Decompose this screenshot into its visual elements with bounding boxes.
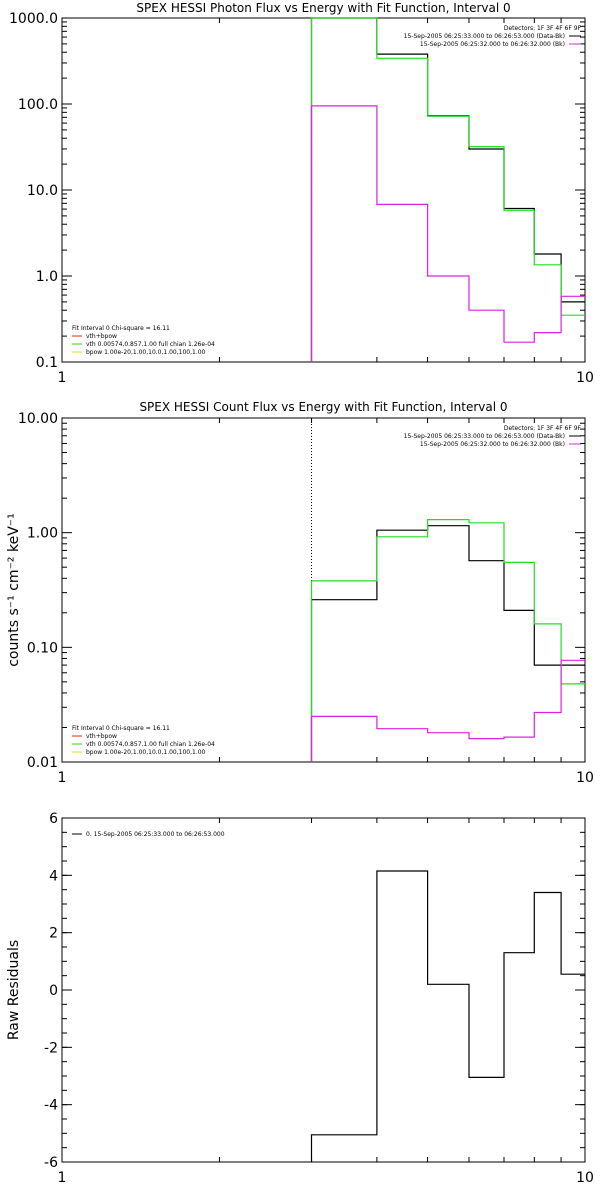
photon-legend-entry: bpow 1.00e-20,1.00,10.0,1.00,100,1.00 <box>86 349 206 356</box>
photon-y-tick-label: 1.0 <box>36 269 58 285</box>
count-x-tick-label: 10 <box>576 770 594 786</box>
resid-y-axis-label: Raw Residuals <box>6 940 22 1040</box>
count-legend-entry: 15-Sep-2005 06:25:33.000 to 06:26:53.000… <box>404 433 565 440</box>
resid-x-tick-label: 10 <box>576 1170 594 1186</box>
count-series-data <box>310 525 585 762</box>
resid-x-tick-label: 1 <box>58 1170 67 1186</box>
count-legend-entry: 15-Sep-2005 06:25:32.000 to 06:26:32.000… <box>420 441 565 448</box>
count-legend-entry: vth 0.00574,0.857,1.00 full chian 1.26e-… <box>86 741 215 748</box>
count-x-tick-label: 1 <box>58 770 67 786</box>
photon-y-tick-label: 10.0 <box>27 183 58 199</box>
count-series-background <box>310 659 585 762</box>
count-y-axis-label: counts s⁻¹ cm⁻² keV⁻¹ <box>6 513 22 667</box>
count-fit-header: Fit Interval 0 Chi-square = 16.11 <box>72 725 170 732</box>
count-y-tick-label: 0.01 <box>27 755 58 771</box>
photon-y-tick-label: 1000.0 <box>9 11 58 27</box>
resid-panel: 1 10 -6 -4 -2 0 2 4 6 Raw Residuals 0. 15-Sep-2005… <box>6 811 594 1186</box>
photon-legend-entry: vth+bpow <box>86 333 117 340</box>
photon-series-data <box>310 17 585 362</box>
photon-series-background <box>310 105 585 362</box>
photon-x-tick-label: 10 <box>576 370 594 386</box>
resid-legend-entry: 0. 15-Sep-2005 06:25:33.000 to 06:26:53.… <box>86 831 225 838</box>
photon-fit-header: Fit Interval 0 Chi-square = 16.11 <box>72 325 170 332</box>
count-y-tick-label: 10.00 <box>18 411 58 427</box>
resid-y-tick-label: 4 <box>49 868 58 884</box>
resid-y-tick-label: -2 <box>44 1040 58 1056</box>
count-y-tick-label: 0.10 <box>27 640 58 656</box>
resid-y-tick-label: 6 <box>49 811 58 827</box>
count-panel: SPEX HESSI Count Flux vs Energy with Fit… <box>6 400 594 786</box>
photon-legend-entry: vth 0.00574,0.857,1.00 full chian 1.26e-… <box>86 341 215 348</box>
resid-series-data <box>310 870 585 1162</box>
count-legend-entry: bpow 1.00e-20,1.00,10.0,1.00,100,1.00 <box>86 749 206 756</box>
photon-y-tick-label: 0.1 <box>36 355 58 371</box>
resid-plot-frame <box>61 817 586 1163</box>
photon-legend-entry: 15-Sep-2005 06:25:33.000 to 06:26:53.000… <box>404 33 565 40</box>
count-y-tick-label: 1.00 <box>27 526 58 542</box>
count-title: SPEX HESSI Count Flux vs Energy with Fit… <box>139 400 507 414</box>
photon-series-model <box>310 17 585 362</box>
photon-detectors-label: Detectors: 1F 3F 4F 6F 9F <box>504 25 582 32</box>
photon-legend-entry: 15-Sep-2005 06:25:32.000 to 06:26:32.000… <box>420 41 565 48</box>
count-series-model <box>310 519 585 762</box>
photon-plot-frame <box>61 17 586 363</box>
count-plot-frame <box>61 417 586 763</box>
photon-title: SPEX HESSI Photon Flux vs Energy with Fi… <box>136 1 510 15</box>
resid-y-tick-label: 2 <box>49 926 58 942</box>
resid-y-tick-label: -4 <box>44 1098 58 1114</box>
resid-y-tick-label: 0 <box>49 983 58 999</box>
photon-x-tick-label: 1 <box>58 370 67 386</box>
count-legend-entry: vth+bpow <box>86 733 117 740</box>
count-detectors-label: Detectors: 1F 3F 4F 6F 9F <box>504 425 582 432</box>
photon-panel: SPEX HESSI Photon Flux vs Energy with Fi… <box>9 1 594 386</box>
resid-y-tick-label: -6 <box>44 1155 58 1171</box>
photon-y-tick-label: 100.0 <box>18 97 58 113</box>
